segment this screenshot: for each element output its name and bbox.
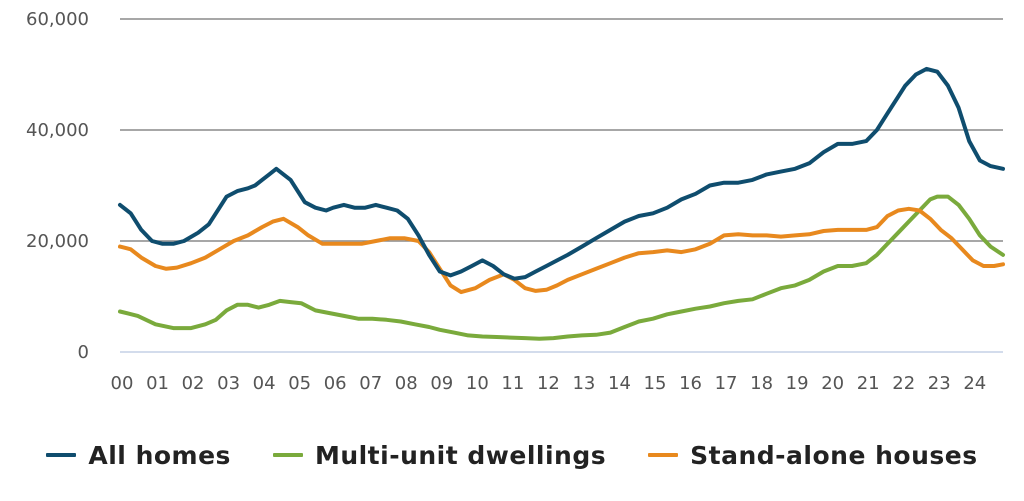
series-lines (118, 66, 1005, 341)
x-tick-label: 13 (572, 373, 595, 394)
x-tick-label: 00 (111, 373, 134, 394)
x-tick-label: 12 (537, 373, 560, 394)
y-axis-tick-labels: 0 20,000 40,000 60,000 (26, 9, 89, 363)
x-tick-label: 06 (324, 373, 347, 394)
legend-item-all-homes: All homes (46, 441, 231, 470)
x-tick-label: 17 (715, 373, 738, 394)
x-axis-tick-labels: 00 01 02 03 04 05 06 07 08 09 10 11 12 13 14 15 16 17 18 19… (111, 373, 987, 394)
x-tick-label: 07 (359, 373, 382, 394)
x-tick-label: 09 (430, 373, 453, 394)
legend-label-multi-unit-dwellings: Multi-unit dwellings (314, 440, 607, 470)
x-tick-label: 14 (608, 373, 631, 394)
x-tick-label: 01 (146, 373, 169, 394)
y-tick-label: 0 (78, 342, 89, 363)
x-tick-label: 04 (253, 373, 276, 394)
x-tick-label: 22 (892, 373, 915, 394)
y-tick-label: 60,000 (26, 9, 89, 30)
series-line-multi-unit-dwellings (118, 194, 1005, 341)
x-tick-label: 03 (217, 373, 240, 394)
x-tick-label: 24 (963, 373, 986, 394)
x-tick-label: 10 (466, 373, 489, 394)
x-tick-label: 21 (857, 373, 880, 394)
x-tick-label: 18 (750, 373, 773, 394)
x-tick-label: 16 (679, 373, 702, 394)
x-tick-label: 19 (786, 373, 809, 394)
legend-swatch-stand-alone-houses (648, 453, 679, 457)
x-tick-label: 02 (182, 373, 205, 394)
legend: All homes Multi-unit dwellings Stand-alo… (0, 430, 1024, 480)
x-tick-label: 08 (395, 373, 418, 394)
legend-item-multi-unit-dwellings: Multi-unit dwellings (272, 440, 607, 470)
series-line-stand-alone-houses (118, 206, 1005, 295)
legend-swatch-multi-unit-dwellings (272, 453, 303, 457)
y-tick-label: 20,000 (26, 231, 89, 252)
y-tick-label: 40,000 (26, 120, 89, 141)
x-tick-label: 23 (928, 373, 951, 394)
series-line-all-homes (118, 66, 1005, 281)
legend-label-all-homes: All homes (88, 440, 231, 470)
gridlines (120, 18, 1003, 353)
x-tick-label: 11 (501, 373, 524, 394)
x-tick-label: 05 (288, 373, 311, 394)
legend-swatch-all-homes (46, 453, 77, 457)
legend-label-stand-alone-houses: Stand-alone houses (690, 440, 978, 470)
line-chart: 0 20,000 40,000 60,000 00 01 02 03 04 05 06 07 08 09… (26, 9, 1005, 394)
x-tick-label: 20 (821, 373, 844, 394)
legend-item-stand-alone-houses: Stand-alone houses (648, 441, 977, 470)
x-tick-label: 15 (644, 373, 667, 394)
